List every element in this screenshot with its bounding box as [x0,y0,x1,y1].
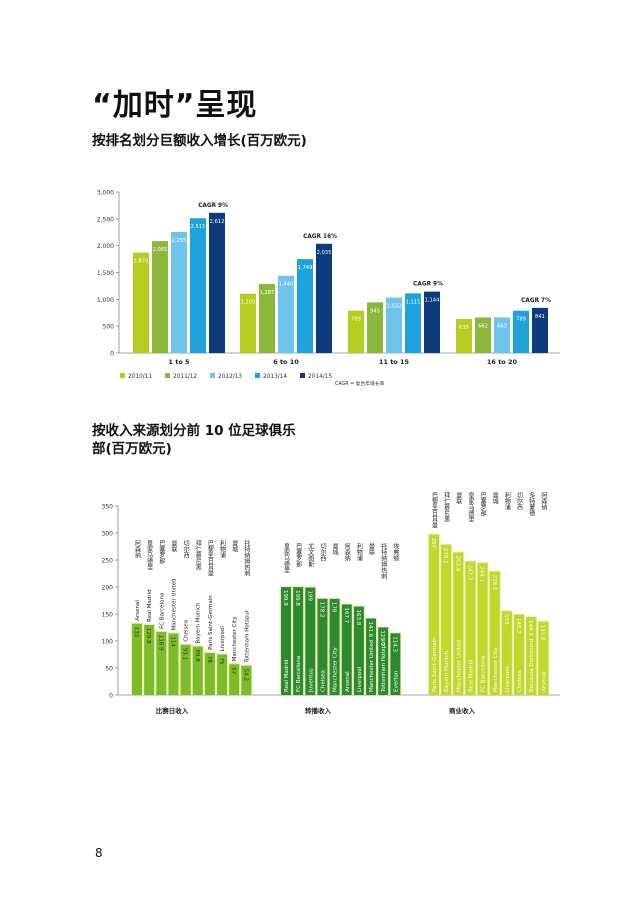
bar [171,231,187,353]
y-tick-label: 2,000 [97,243,114,250]
bar-value-label: 1,870 [134,259,149,265]
y-tick-label: 3,000 [97,190,114,197]
bar [316,243,332,353]
bar-value-label: 1,032 [387,304,402,310]
bar-value-label: 945 [370,308,380,314]
legend-label: 2012/13 [218,374,242,380]
y-tick-label: 1,500 [97,270,114,277]
category-label: 16 to 20 [487,358,518,366]
cagr-annotation: CAGR 16% [303,234,337,240]
legend-label: 2013/14 [263,374,287,380]
bar [405,293,421,353]
cagr-annotation: CAGR 9% [413,282,443,288]
bar-value-label: 663 [497,323,507,329]
bar-value-label: 1,111 [406,299,421,305]
bar-value-label: 2,035 [317,250,332,256]
bar [513,310,529,353]
bar [278,275,294,353]
legend-label: 2014/15 [308,374,332,380]
legend-swatch [120,373,125,378]
y-tick-label: 2,500 [97,216,114,223]
category-label: 1 to 5 [168,358,190,366]
cagr-annotation: CAGR 9% [198,203,228,209]
bar-value-label: 635 [459,325,469,331]
bar [456,318,472,353]
page-number: 8 [95,846,103,860]
bar-value-label: 1,440 [279,282,294,288]
bar [367,302,383,353]
bar-value-label: 2,511 [191,224,206,230]
y-tick-label: 500 [103,324,115,331]
legend-swatch [210,373,215,378]
bar [190,218,206,353]
bar-value-label: 789 [351,317,361,323]
chart1-heading: 按排名划分巨额收入增长(百万欧元) [92,133,307,149]
bar [209,212,225,353]
bar [152,241,168,353]
category-label: 6 to 10 [273,358,299,366]
bar-value-label: 2,612 [210,219,225,225]
bar [424,291,440,353]
bar-value-label: 2,085 [153,247,168,253]
legend-swatch [300,373,305,378]
legend-label: 2011/12 [173,374,197,380]
bar [259,283,275,353]
bar-value-label: 1,144 [425,298,441,304]
bar-value-label: 841 [535,314,545,320]
bar [386,297,402,353]
bar-value-label: 1,287 [260,290,275,296]
cagr-annotation: CAGR 7% [521,298,551,304]
page-title: “加时”呈现 [92,88,258,123]
bar-value-label: 1,105 [241,300,256,306]
legend-swatch [255,373,260,378]
bar [475,317,491,353]
legend-label: 2010/11 [128,374,152,380]
bar-value-label: 1,749 [298,265,313,271]
chart2-heading: 按收入来源划分前 10 位足球俱乐部(百万欧元) [92,423,296,457]
bar [133,252,149,353]
category-label: 11 to 15 [379,358,410,366]
bar [532,307,548,353]
bar-value-label: 2,255 [172,238,187,244]
bar [297,259,313,353]
y-tick-label: 0 [110,351,114,358]
bar [240,293,256,353]
cagr-note: CAGR = 复合年增长率 [335,380,385,387]
bar [494,317,510,353]
bar [348,310,364,353]
bar-value-label: 662 [478,323,488,329]
bar-value-label: 789 [516,317,526,323]
legend-swatch [165,373,170,378]
y-tick-label: 1,000 [97,297,114,304]
